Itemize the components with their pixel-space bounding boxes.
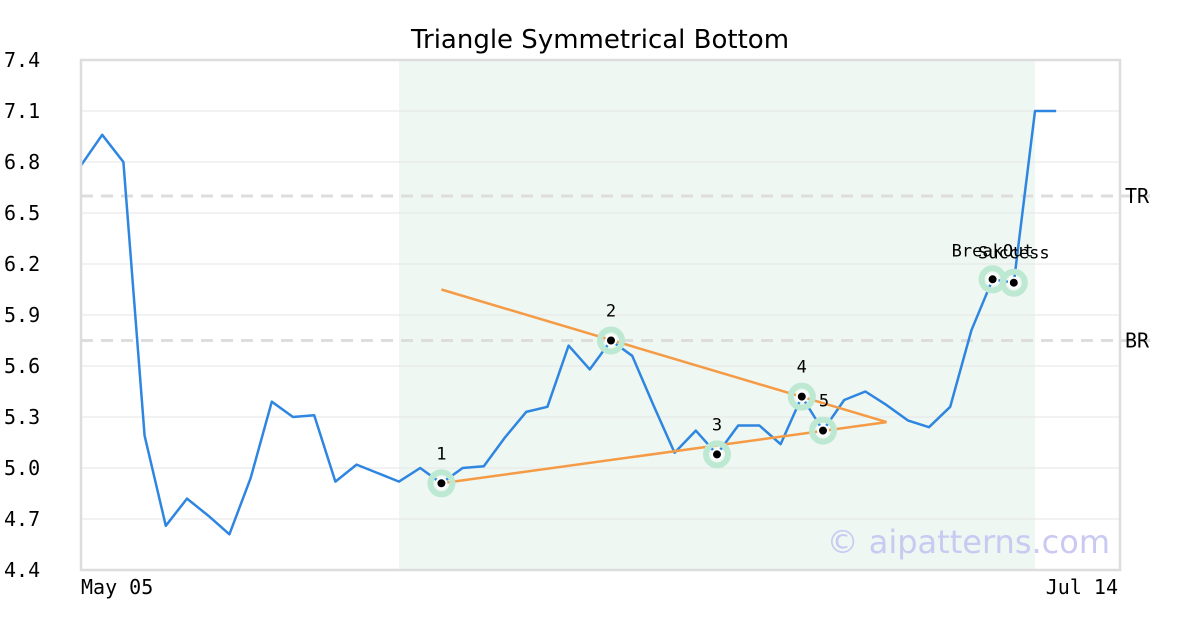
y-tick-label: 7.1	[4, 99, 40, 123]
y-tick-label: 6.5	[4, 201, 40, 225]
y-tick-label: 5.3	[4, 405, 40, 429]
y-tick-label: 6.8	[4, 150, 40, 174]
pattern-point-dot	[795, 390, 808, 403]
price-series	[79, 109, 1057, 536]
x-tick-label: May 05	[81, 575, 153, 599]
y-axis-ticks: 4.4 4.7 5.0 5.3 5.6 5.9 6.2 6.5 6.8 7.1 7.4	[4, 48, 40, 582]
plot-frame	[79, 58, 1122, 572]
pattern-point-label: 3	[712, 415, 722, 435]
pattern-point-label: BreakOut	[952, 241, 1034, 261]
y-tick-label: 5.6	[4, 354, 40, 378]
pattern-point: 2	[597, 302, 625, 355]
pattern-point-dot	[986, 273, 999, 286]
pattern-point-ring	[703, 440, 731, 469]
pattern-point: 4	[787, 358, 816, 411]
pattern-point-dot	[711, 448, 723, 461]
watermark: © aipatterns.com	[827, 523, 1110, 561]
pattern-point-label: 1	[436, 444, 446, 464]
pattern-point-ring	[787, 382, 816, 411]
y-tick-label: 7.4	[4, 48, 40, 72]
pattern-point-ring	[597, 326, 625, 355]
pattern-point-label: 5	[819, 392, 829, 412]
pattern-point-ring	[809, 416, 837, 445]
pattern-point-ring	[999, 268, 1028, 297]
x-axis-ticks: May 05 Jul 14	[81, 575, 1118, 599]
y-tick-label: 5.9	[4, 303, 40, 327]
pattern-point-dot	[435, 477, 448, 490]
pattern-point-ring	[427, 469, 456, 498]
x-tick-label: Jul 14	[1046, 575, 1118, 599]
pattern-point: 5	[809, 392, 837, 445]
chart-title: Triangle Symmetrical Bottom	[410, 25, 789, 55]
pattern-point: 1	[427, 444, 456, 498]
pattern-point-dot	[1007, 276, 1020, 289]
pattern-point-label: 2	[606, 302, 616, 322]
y-tick-label: 4.4	[4, 558, 40, 582]
pattern-point-dot	[605, 334, 617, 347]
y-tick-label: 4.7	[4, 507, 40, 531]
pattern-point-label: 4	[797, 358, 807, 378]
series-line	[79, 109, 1057, 536]
level-lines: TR BR	[81, 184, 1150, 353]
level-label: BR	[1125, 329, 1150, 353]
pattern-point-dot	[817, 424, 829, 437]
pattern-point: 3	[703, 415, 731, 469]
pattern-point: Success	[978, 244, 1050, 297]
y-tick-label: 6.2	[4, 252, 40, 276]
level-label: TR	[1125, 184, 1150, 208]
pattern-point-label: Success	[978, 244, 1050, 264]
y-tick-label: 5.0	[4, 456, 40, 480]
